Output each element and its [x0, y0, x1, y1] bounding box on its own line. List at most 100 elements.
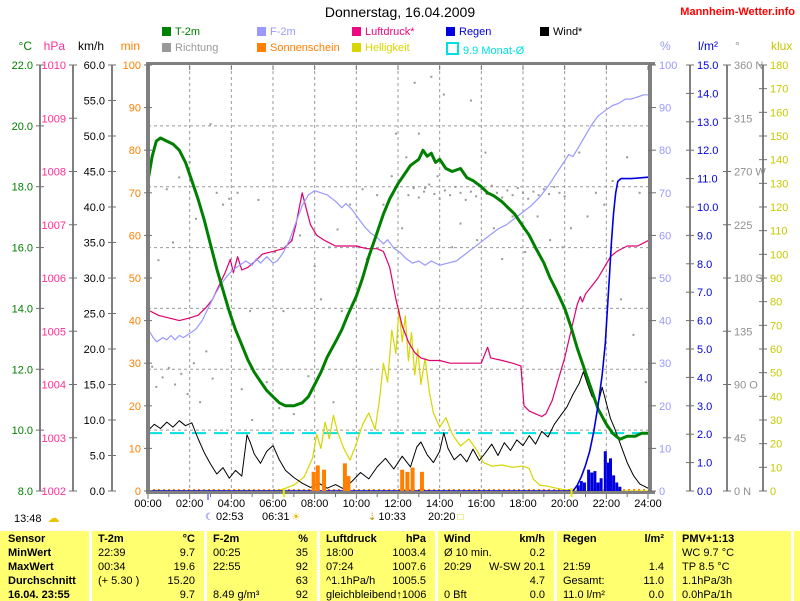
- bar-regen: [576, 485, 580, 491]
- axis-tick-label-min: 40: [129, 316, 141, 328]
- richtung-dot: [394, 132, 397, 135]
- richtung-dot: [180, 372, 183, 375]
- axis-tick-label-kmh: 10.0: [84, 415, 105, 427]
- richtung-dot: [282, 310, 285, 313]
- legend-item-helligkeit: Helligkeit: [352, 42, 410, 54]
- table-cell: 1.1hPa/3h: [682, 574, 782, 588]
- cell-value: 11.0 l/m²: [563, 589, 605, 601]
- bar-sonnenschein: [405, 471, 410, 491]
- axis-tick-label-pct: 30: [659, 358, 671, 370]
- richtung-dot: [205, 350, 208, 353]
- richtung-dot: [506, 189, 509, 192]
- event-time-06-31: 06:31 ☀: [262, 511, 303, 523]
- richtung-dot: [240, 388, 243, 391]
- sun-tick: [570, 488, 573, 497]
- table-row-label: MaxWert: [8, 561, 54, 573]
- axis-tick-label-lm2: 11.0: [697, 174, 718, 186]
- column-separator: [435, 531, 438, 601]
- legend-swatch-icon: [352, 27, 361, 36]
- richtung-dot: [151, 365, 154, 368]
- series-regen-summe: [147, 176, 649, 492]
- richtung-dot: [464, 198, 467, 201]
- richtung-dot: [485, 192, 488, 195]
- cell-value: l/m²: [644, 533, 664, 545]
- bar-sonnenschein: [322, 469, 327, 491]
- x-axis-label: 20:00: [551, 498, 579, 510]
- richtung-dot: [495, 191, 498, 194]
- x-axis-label: 10:00: [343, 498, 371, 510]
- richtung-dot: [516, 187, 519, 190]
- richtung-dot: [524, 250, 527, 253]
- legend-item-t-2m: T-2m: [162, 26, 200, 38]
- cell-value: F-2m: [213, 533, 240, 545]
- legend-swatch-icon: [352, 43, 361, 52]
- cell-value: km/h: [519, 533, 545, 545]
- bar-regen: [590, 472, 594, 491]
- cell-value: °C: [182, 533, 195, 545]
- axis-tick-label-hPa: 1007: [42, 220, 66, 232]
- cell-value: PMV+1:13: [682, 533, 735, 545]
- bar-sonnenschein: [311, 471, 316, 491]
- bar-sonnenschein: [346, 476, 351, 491]
- cell-value: T-2m: [98, 533, 124, 545]
- axis-tick-label-pct: 50: [659, 273, 671, 285]
- richtung-dot: [428, 183, 431, 186]
- table-header-sensor: Sensor: [8, 532, 80, 546]
- richtung-dot: [501, 196, 504, 199]
- richtung-dot: [449, 194, 452, 197]
- richtung-dot: [199, 401, 202, 404]
- bar-regen: [603, 451, 607, 491]
- axis-tick-label-klux: 100: [770, 249, 788, 261]
- bar-regen: [599, 478, 603, 491]
- axis-tick-label-min: 100: [123, 60, 141, 72]
- axis-tick-label-hPa: 1009: [42, 113, 66, 125]
- cell-value: 92: [295, 589, 308, 601]
- richtung-dot: [480, 188, 483, 191]
- richtung-dot: [249, 310, 252, 313]
- table-header-f-2m: F-2m%: [213, 532, 308, 546]
- richtung-dot: [257, 198, 260, 201]
- axis-tick-label-dir: 0 N: [734, 486, 751, 498]
- axis-tick-label-klux: 70: [770, 320, 782, 332]
- axis-tick-label-lm2: 1.0: [697, 458, 712, 470]
- site-link[interactable]: Mannheim-Wetter.info: [680, 6, 795, 18]
- cell-value: 19.6: [173, 561, 195, 573]
- cell-value: 00:34: [98, 561, 126, 573]
- richtung-dot: [549, 239, 552, 242]
- axis-tick-label-klux: 60: [770, 344, 782, 356]
- table-cell: TP 8.5 °C: [682, 560, 782, 574]
- cell-value: TP 8.5 °C: [682, 561, 730, 573]
- axis-tick-label-kmh: 55.0: [84, 96, 105, 108]
- richtung-dot: [417, 132, 420, 135]
- bar-sonnenschein: [410, 467, 415, 491]
- table-cell: 0.0hPa/1h: [682, 588, 782, 601]
- richtung-dot: [578, 151, 581, 154]
- richtung-dot: [553, 185, 556, 188]
- column-separator: [673, 531, 676, 601]
- page-title: Donnerstag, 16.04.2009: [324, 4, 476, 20]
- richtung-dot: [407, 194, 410, 197]
- bar-regen: [609, 458, 612, 491]
- richtung-dot: [423, 190, 426, 193]
- axis-tick-label-lm2: 2.0: [697, 429, 712, 441]
- axis-tick-label-klux: 80: [770, 297, 782, 309]
- richtung-dot: [209, 123, 212, 126]
- richtung-dot: [417, 196, 420, 199]
- axis-tick-label-klux: 30: [770, 415, 782, 427]
- table-cell: WC 9.7 °C: [682, 546, 782, 560]
- axis-tick-label-klux: 150: [770, 131, 788, 143]
- richtung-dot: [501, 258, 504, 261]
- richtung-dot: [511, 215, 514, 218]
- legend-label: 9.9 Monat-Ø: [463, 45, 525, 57]
- axis-tick-label-hPa: 1006: [42, 273, 66, 285]
- richtung-dot: [278, 407, 281, 410]
- legend-swatch-icon: [446, 42, 459, 55]
- bar-sonnenschein: [419, 471, 424, 491]
- axis-tick-label-hPa: 1010: [42, 60, 66, 72]
- richtung-dot: [167, 366, 170, 369]
- table-cell: 07:24 1007.6: [326, 560, 426, 574]
- axis-tick-label-kmh: 35.0: [84, 238, 105, 250]
- axis-tick-label-klux: 170: [770, 84, 788, 96]
- legend-label: Luftdruck*: [365, 26, 415, 38]
